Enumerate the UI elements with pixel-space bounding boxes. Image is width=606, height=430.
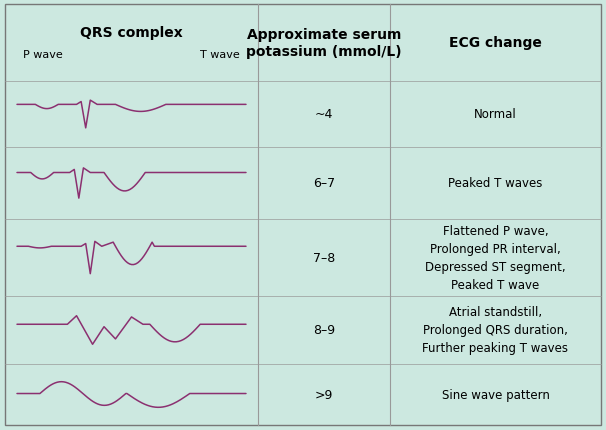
Text: Normal: Normal (474, 108, 517, 121)
Text: 6–7: 6–7 (313, 177, 335, 190)
Text: P wave: P wave (23, 50, 63, 60)
Text: Approximate serum
potassium (mmol/L): Approximate serum potassium (mmol/L) (246, 28, 402, 58)
Text: 7–8: 7–8 (313, 252, 335, 264)
Text: >9: >9 (315, 388, 333, 401)
Text: ECG change: ECG change (449, 37, 542, 50)
Text: Atrial standstill,
Prolonged QRS duration,
Further peaking T waves: Atrial standstill, Prolonged QRS duratio… (422, 306, 568, 355)
Text: Sine wave pattern: Sine wave pattern (442, 388, 550, 401)
Text: QRS complex: QRS complex (80, 26, 183, 40)
Text: 8–9: 8–9 (313, 324, 335, 337)
Text: Peaked T waves: Peaked T waves (448, 177, 543, 190)
Text: Flattened P wave,
Prolonged PR interval,
Depressed ST segment,
Peaked T wave: Flattened P wave, Prolonged PR interval,… (425, 224, 566, 291)
Text: ~4: ~4 (315, 108, 333, 121)
Text: T wave: T wave (200, 50, 240, 60)
